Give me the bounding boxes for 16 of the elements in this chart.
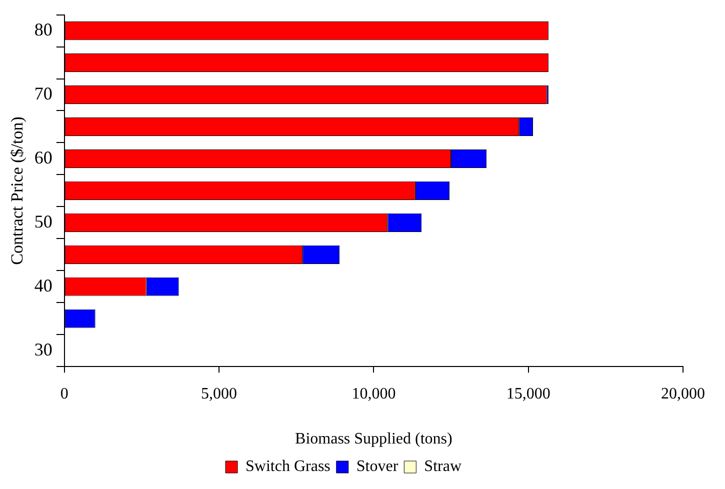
y-axis-title: Contract Price ($/ton) xyxy=(8,116,27,265)
x-tick-label: 5,000 xyxy=(201,385,238,402)
y-tick-label: 30 xyxy=(34,339,52,360)
legend-label: Switch Grass xyxy=(246,458,330,476)
y-tick-label: 60 xyxy=(34,147,52,168)
x-tick-label: 15,000 xyxy=(506,385,550,402)
legend-label: Straw xyxy=(424,458,462,476)
x-axis-title: Biomass Supplied (tons) xyxy=(295,430,452,448)
x-tick-label: 0 xyxy=(60,385,68,402)
y-tick-label: 40 xyxy=(34,275,52,296)
legend-label: Stover xyxy=(356,458,399,476)
y-tick-label: 80 xyxy=(34,20,52,40)
x-tick-label: 10,000 xyxy=(352,385,396,402)
y-tick-label: 50 xyxy=(34,211,52,232)
x-tick-label: 20,000 xyxy=(661,385,705,402)
y-tick-label: 70 xyxy=(34,83,52,104)
